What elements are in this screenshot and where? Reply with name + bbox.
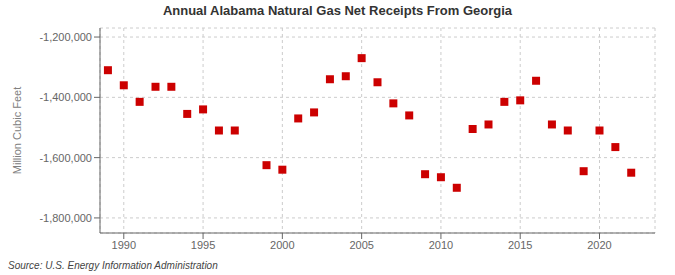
svg-text:2020: 2020 [587,239,611,251]
html-text:Annual Alabama Natural Gas Net: Annual Alabama Natural Gas Net Receipts … [162,3,513,18]
svg-text:-1,600,000: -1,600,000 [39,152,92,164]
svg-text:Million Cubic Feet: Million Cubic Feet [11,87,23,174]
html-text:Source: U.S. Energy Informatio: Source: U.S. Energy Information Administ… [8,260,218,271]
svg-text:2000: 2000 [270,239,294,251]
svg-text:2005: 2005 [349,239,373,251]
svg-text:-1,400,000: -1,400,000 [39,91,92,103]
svg-text:2015: 2015 [508,239,532,251]
svg-text:1995: 1995 [191,239,215,251]
svg-text:-1,200,000: -1,200,000 [39,31,92,43]
svg-text:1990: 1990 [112,239,136,251]
svg-text:2010: 2010 [429,239,453,251]
svg-text:-1,800,000: -1,800,000 [39,212,92,224]
